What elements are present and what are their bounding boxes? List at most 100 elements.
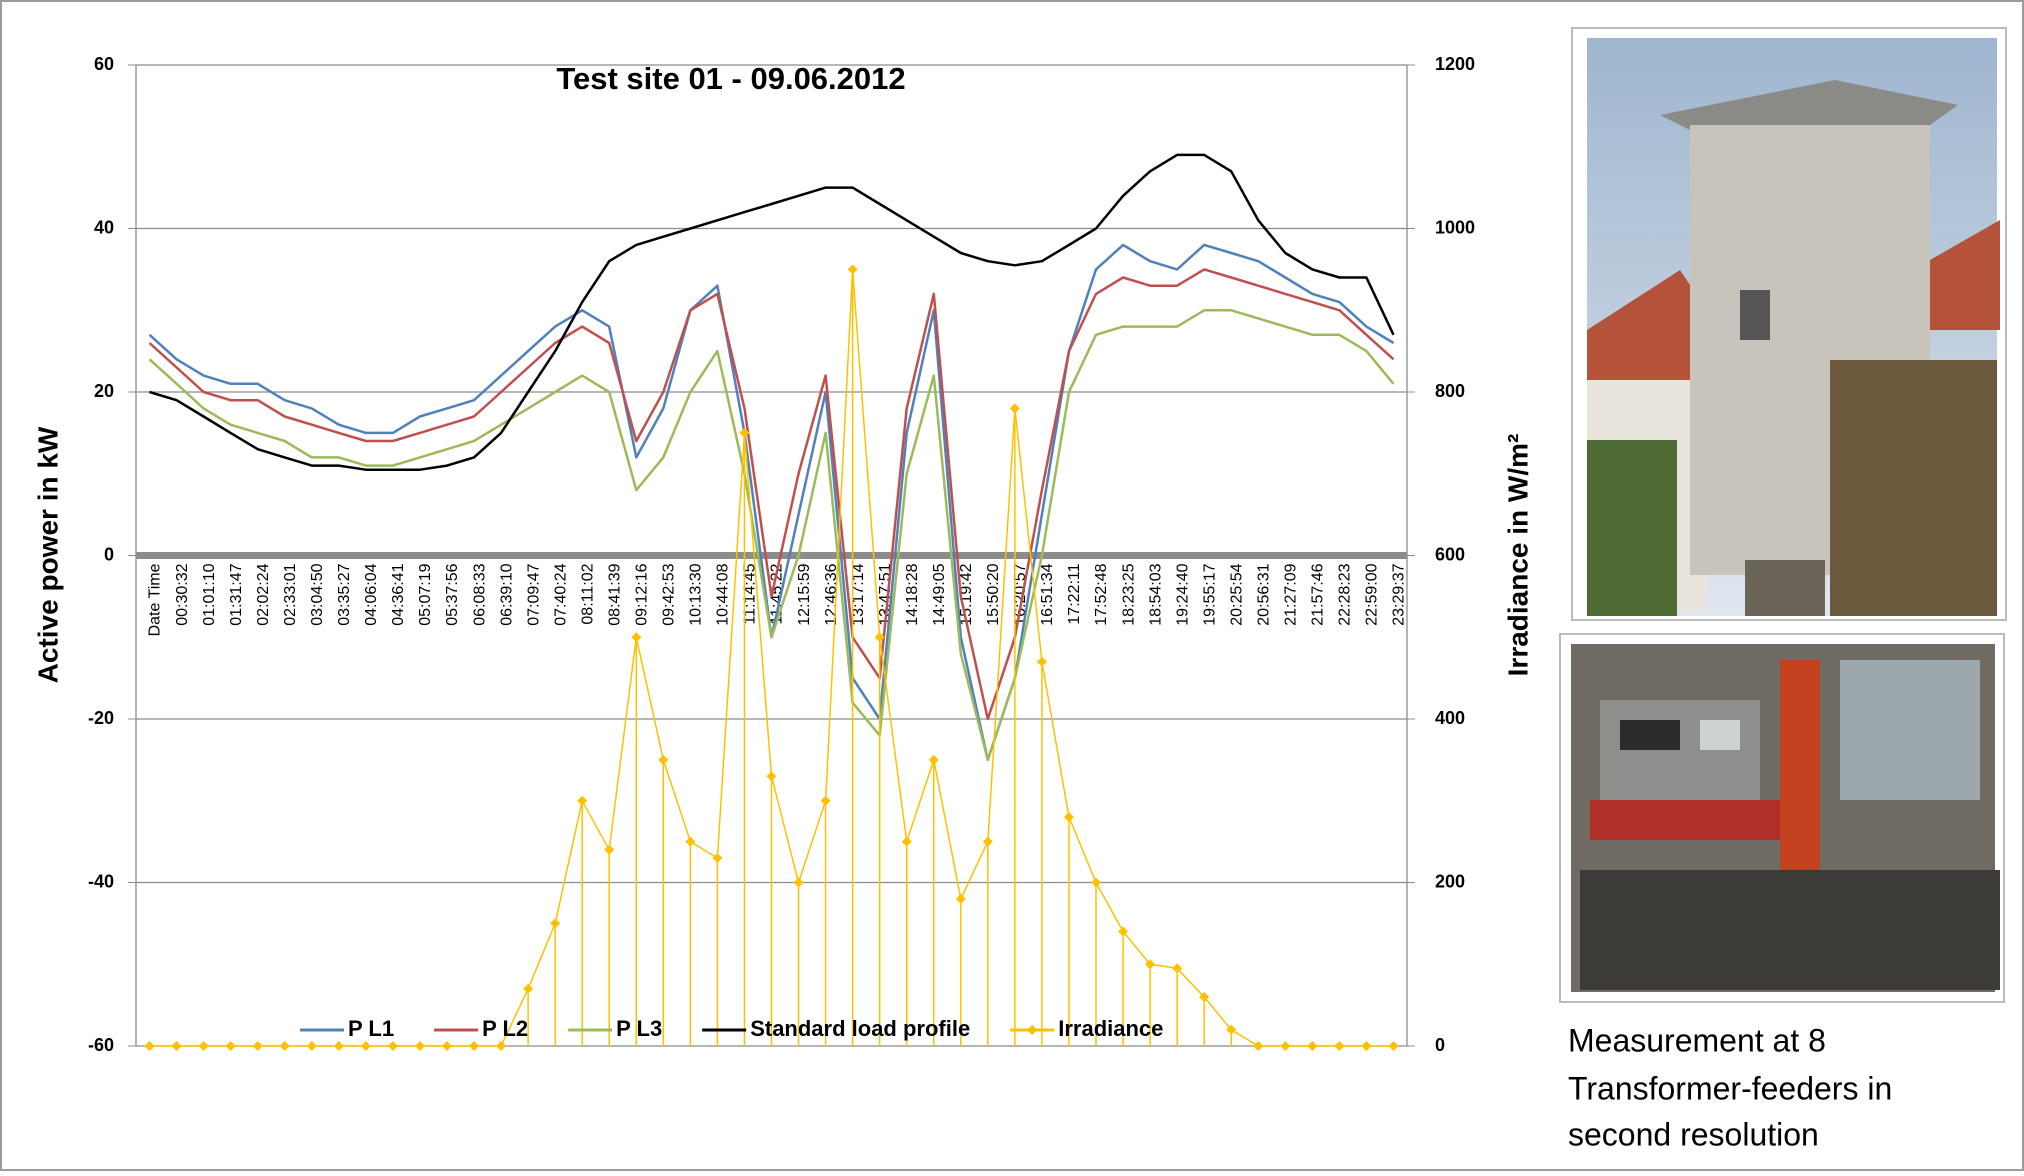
caption-line: second resolution	[1568, 1116, 1819, 1152]
x-tick-label: 01:01:10	[201, 563, 218, 625]
marker	[414, 1041, 425, 1051]
y2-tick-label: 800	[1435, 381, 1465, 401]
series-line	[149, 153, 1395, 471]
marker	[712, 852, 723, 863]
marker	[225, 1041, 236, 1051]
x-tick-label: 04:36:41	[390, 563, 407, 625]
marker	[1172, 963, 1183, 974]
caption-line: Transformer-feeders in	[1568, 1070, 1892, 1106]
photo-equipment	[1559, 633, 2005, 1003]
x-tick-label: 16:51:34	[1039, 563, 1056, 625]
marker	[982, 836, 993, 847]
x-tick-label: 20:56:31	[1255, 563, 1272, 625]
x-tick-label: 19:24:40	[1174, 563, 1191, 625]
x-tick-label: 06:39:10	[498, 563, 515, 625]
y2-tick-label: 0	[1435, 1035, 1445, 1055]
marker	[387, 1041, 398, 1051]
marker	[766, 771, 777, 782]
series	[148, 268, 1395, 721]
y2-axis-title: Irradiance in W/m²	[1502, 434, 1533, 677]
x-tick-label: 08:41:39	[606, 563, 623, 625]
y2-tick-label: 400	[1435, 708, 1465, 728]
marker	[1280, 1041, 1291, 1051]
series	[149, 153, 1395, 471]
y2-tick-label: 600	[1435, 544, 1465, 564]
x-tick-label: 06:08:33	[471, 563, 488, 625]
x-tick-label: 07:40:24	[552, 563, 569, 625]
y-tick-label: 60	[94, 54, 114, 74]
marker	[847, 264, 858, 275]
marker	[469, 1041, 480, 1051]
marker	[1036, 656, 1047, 667]
marker	[1199, 991, 1210, 1002]
y2-tick-label: 1000	[1435, 217, 1475, 237]
marker	[1253, 1041, 1264, 1051]
y-tick-label: 0	[104, 544, 114, 564]
marker	[144, 1041, 155, 1051]
marker	[631, 632, 642, 643]
marker	[1307, 1041, 1318, 1051]
x-tick-label: 03:35:27	[336, 563, 353, 625]
x-tick-label: 09:12:16	[634, 563, 651, 625]
marker	[1334, 1041, 1345, 1051]
marker	[901, 836, 912, 847]
marker	[1063, 812, 1074, 823]
marker	[1118, 926, 1129, 937]
marker	[306, 1041, 317, 1051]
marker	[928, 754, 939, 765]
marker	[171, 1041, 182, 1051]
x-tick-label: Date Time	[147, 563, 164, 636]
x-tick-label: 01:31:47	[228, 563, 245, 625]
x-tick-label: 22:28:23	[1337, 563, 1354, 625]
x-tick-label: 11:14:45	[742, 563, 759, 624]
x-tick-label: 21:27:09	[1283, 563, 1300, 625]
marker	[333, 1041, 344, 1051]
marker	[577, 795, 588, 806]
x-tick-label: 13:17:14	[850, 563, 867, 625]
marker	[496, 1041, 507, 1051]
x-tick-label: 17:22:11	[1066, 563, 1083, 624]
legend-label: P L1	[348, 1016, 394, 1041]
series	[144, 264, 1399, 1051]
marker	[658, 754, 669, 765]
marker	[1361, 1041, 1372, 1051]
x-tick-label: 02:33:01	[282, 563, 299, 625]
marker	[252, 1041, 263, 1051]
x-tick-label: 08:11:02	[579, 563, 596, 624]
legend-marker	[1027, 1025, 1038, 1035]
y-axis-title: Active power in kW	[32, 426, 63, 683]
legend-label: Irradiance	[1058, 1016, 1163, 1041]
marker	[604, 844, 615, 855]
y2-tick-label: 200	[1435, 871, 1465, 891]
x-tick-label: 10:13:30	[688, 563, 705, 625]
marker	[523, 983, 534, 994]
x-tick-label: 07:09:47	[525, 563, 542, 625]
legend-label: P L2	[482, 1016, 528, 1041]
y-tick-label: -60	[88, 1035, 114, 1055]
x-tick-label: 15:50:20	[985, 563, 1002, 625]
y-tick-label: -40	[88, 871, 114, 891]
chart-title: Test site 01 - 09.06.2012	[556, 61, 905, 96]
x-tick-label: 05:37:56	[444, 563, 461, 625]
x-tick-label: 14:18:28	[904, 563, 921, 625]
marker	[955, 893, 966, 904]
legend: P L1 P L2 P L3 Standard load profile Irradia…	[300, 1016, 1163, 1041]
series	[148, 309, 1395, 762]
series-line	[148, 268, 1395, 721]
marker	[739, 427, 750, 438]
y-tick-label: 20	[94, 381, 114, 401]
legend-label: Standard load profile	[750, 1016, 970, 1041]
y2-tick-label: 1200	[1435, 54, 1475, 74]
marker	[1388, 1041, 1399, 1051]
x-tick-label: 17:52:48	[1093, 563, 1110, 625]
x-tick-label: 12:15:59	[796, 563, 813, 625]
x-tick-label: 02:02:24	[255, 563, 272, 625]
x-tick-label: 04:06:04	[363, 563, 380, 625]
marker	[1145, 959, 1156, 970]
caption-line: Measurement at 8	[1568, 1022, 1826, 1058]
x-tick-label: 05:07:19	[417, 563, 434, 625]
marker	[793, 877, 804, 888]
legend-label: P L3	[616, 1016, 662, 1041]
marker	[685, 836, 696, 847]
